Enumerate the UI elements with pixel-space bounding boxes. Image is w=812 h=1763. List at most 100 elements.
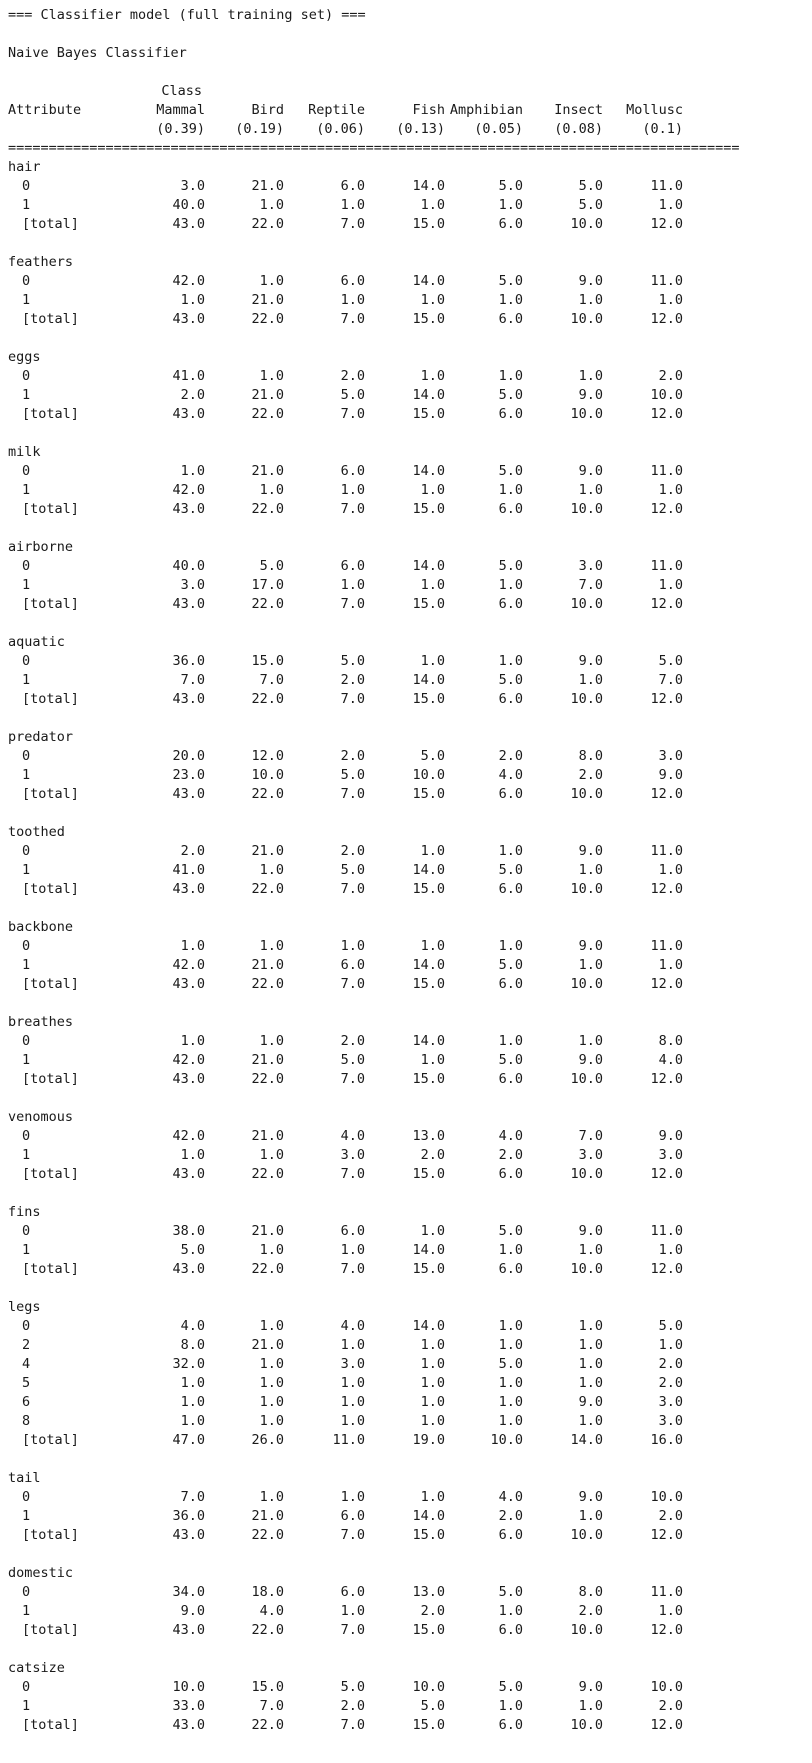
attribute-value-row: 1 36.0 21.0 6.0 14.0 2.0 1.0 2.0 xyxy=(8,1507,812,1526)
count-cell: 12.0 xyxy=(650,1166,683,1182)
attribute-name: milk xyxy=(8,444,41,460)
count-cell: 1.0 xyxy=(420,577,445,593)
value-label: [total] xyxy=(22,881,79,897)
count-cell: 21.0 xyxy=(251,1223,284,1239)
value-label: 0 xyxy=(22,1679,31,1695)
count-cell: 2.0 xyxy=(498,1508,523,1524)
value-label: 0 xyxy=(22,558,31,574)
count-cell: 1.0 xyxy=(658,862,683,878)
count-cell: 2.0 xyxy=(340,1033,365,1049)
attribute-value-row: [total] 43.0 22.0 7.0 15.0 6.0 10.0 12.0 xyxy=(8,1716,812,1735)
count-cell: 1.0 xyxy=(259,273,284,289)
blank-line xyxy=(8,519,812,538)
count-cell: 9.0 xyxy=(658,1128,683,1144)
blank-line xyxy=(8,424,812,443)
attribute-value-row: 0 4.0 1.0 4.0 14.0 1.0 1.0 5.0 xyxy=(8,1317,812,1336)
count-cell: 1.0 xyxy=(658,1337,683,1353)
attribute-value-row: [total] 47.0 26.0 11.0 19.0 10.0 14.0 16.0 xyxy=(8,1431,812,1450)
count-cell: 7.0 xyxy=(340,311,365,327)
attribute-block-toothed: toothed 0 2.0 21.0 2.0 1.0 1.0 9.0 11.0 1 41.0 1.0 5… xyxy=(8,823,812,918)
attribute-value-row: 1 7.0 7.0 2.0 14.0 5.0 1.0 7.0 xyxy=(8,671,812,690)
count-cell: 1.0 xyxy=(420,1375,445,1391)
count-cell: 22.0 xyxy=(251,1622,284,1638)
count-cell: 5.0 xyxy=(578,178,603,194)
attribute-value-row: 1 42.0 1.0 1.0 1.0 1.0 1.0 1.0 xyxy=(8,481,812,500)
count-cell: 9.0 xyxy=(578,938,603,954)
count-cell: 9.0 xyxy=(578,387,603,403)
count-cell: 22.0 xyxy=(251,596,284,612)
blank-line xyxy=(8,63,812,82)
count-cell: 1.0 xyxy=(578,1337,603,1353)
count-cell: 1.0 xyxy=(180,1147,205,1163)
count-cell: 5.0 xyxy=(498,1052,523,1068)
count-cell: 1.0 xyxy=(259,197,284,213)
count-cell: 10.0 xyxy=(570,406,603,422)
attribute-block-catsize: catsize 0 10.0 15.0 5.0 10.0 5.0 9.0 10.0 1 33.0 7.… xyxy=(8,1659,812,1735)
count-cell: 5.0 xyxy=(498,1584,523,1600)
count-cell: 7.0 xyxy=(578,1128,603,1144)
count-cell: 10.0 xyxy=(570,311,603,327)
count-cell: 43.0 xyxy=(172,1622,205,1638)
value-label: 1 xyxy=(22,957,31,973)
count-cell: 4.0 xyxy=(340,1128,365,1144)
count-cell: 15.0 xyxy=(412,691,445,707)
value-label: 1 xyxy=(22,767,31,783)
attribute-value-row: 0 20.0 12.0 2.0 5.0 2.0 8.0 3.0 xyxy=(8,747,812,766)
blank-line xyxy=(8,1640,812,1659)
count-cell: 1.0 xyxy=(259,482,284,498)
count-cell: 2.0 xyxy=(658,368,683,384)
count-cell: 5.0 xyxy=(420,748,445,764)
attribute-value-row: [total] 43.0 22.0 7.0 15.0 6.0 10.0 12.0 xyxy=(8,595,812,614)
count-cell: 22.0 xyxy=(251,881,284,897)
count-cell: 10.0 xyxy=(650,387,683,403)
count-cell: 2.0 xyxy=(340,843,365,859)
count-cell: 6.0 xyxy=(498,501,523,517)
count-cell: 3.0 xyxy=(578,1147,603,1163)
count-cell: 6.0 xyxy=(498,881,523,897)
count-cell: 1.0 xyxy=(420,843,445,859)
count-cell: 14.0 xyxy=(412,1033,445,1049)
count-cell: 2.0 xyxy=(658,1508,683,1524)
count-cell: 11.0 xyxy=(650,178,683,194)
count-cell: 6.0 xyxy=(340,957,365,973)
count-cell: 12.0 xyxy=(650,1071,683,1087)
count-cell: 22.0 xyxy=(251,1071,284,1087)
blank-line xyxy=(8,234,812,253)
count-cell: 3.0 xyxy=(578,558,603,574)
count-cell: 1.0 xyxy=(578,1375,603,1391)
count-cell: 1.0 xyxy=(498,197,523,213)
count-cell: 43.0 xyxy=(172,596,205,612)
value-label: 0 xyxy=(22,463,31,479)
count-cell: 47.0 xyxy=(172,1432,205,1448)
attribute-value-row: [total] 43.0 22.0 7.0 15.0 6.0 10.0 12.0 xyxy=(8,310,812,329)
attribute-value-row: 4 32.0 1.0 3.0 1.0 5.0 1.0 2.0 xyxy=(8,1355,812,1374)
count-cell: 42.0 xyxy=(172,273,205,289)
attribute-name: venomous xyxy=(8,1109,74,1125)
attribute-value-row: [total] 43.0 22.0 7.0 15.0 6.0 10.0 12.0 xyxy=(8,500,812,519)
count-cell: 5.0 xyxy=(498,672,523,688)
count-cell: 6.0 xyxy=(340,1508,365,1524)
count-cell: 5.0 xyxy=(498,957,523,973)
count-cell: 6.0 xyxy=(498,216,523,232)
count-cell: 14.0 xyxy=(412,463,445,479)
count-cell: 36.0 xyxy=(172,653,205,669)
count-cell: 10.0 xyxy=(570,881,603,897)
count-cell: 2.0 xyxy=(578,1603,603,1619)
count-cell: 43.0 xyxy=(172,1261,205,1277)
count-cell: 6.0 xyxy=(340,463,365,479)
blank-line xyxy=(8,1089,812,1108)
value-label: 1 xyxy=(22,1242,31,1258)
count-cell: 2.0 xyxy=(658,1356,683,1372)
count-cell: 10.0 xyxy=(570,1527,603,1543)
attribute-value-row: 5 1.0 1.0 1.0 1.0 1.0 1.0 2.0 xyxy=(8,1374,812,1393)
value-label: [total] xyxy=(22,691,79,707)
attribute-block-eggs: eggs 0 41.0 1.0 2.0 1.0 1.0 1.0 2.0 1 2.0 21.0 5.0 14… xyxy=(8,348,812,443)
count-cell: 21.0 xyxy=(251,178,284,194)
class-prior: (0.05) xyxy=(474,121,523,137)
count-cell: 14.0 xyxy=(412,862,445,878)
blank-line xyxy=(8,1184,812,1203)
count-cell: 6.0 xyxy=(498,786,523,802)
count-cell: 43.0 xyxy=(172,1717,205,1733)
value-label: 1 xyxy=(22,482,31,498)
count-cell: 22.0 xyxy=(251,976,284,992)
